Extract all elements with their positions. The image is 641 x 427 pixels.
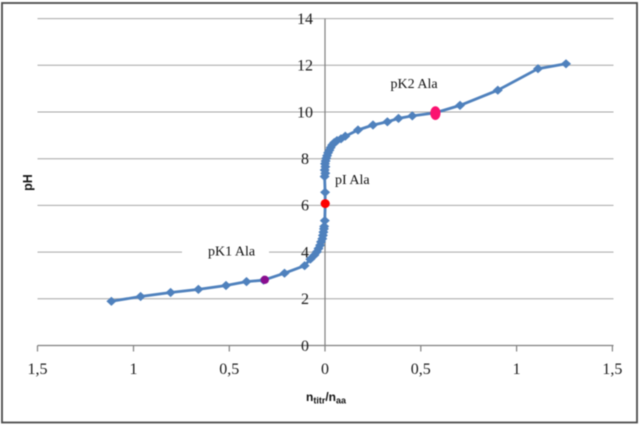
svg-text:0: 0 [301,338,309,355]
svg-text:6: 6 [301,198,309,215]
svg-text:8: 8 [301,151,309,168]
svg-text:1,5: 1,5 [602,361,622,378]
svg-text:1: 1 [513,361,521,378]
svg-text:0,5: 0,5 [219,361,239,378]
svg-text:pK1 Ala: pK1 Ala [208,245,256,260]
svg-text:0,5: 0,5 [411,361,431,378]
svg-text:14: 14 [297,11,313,28]
svg-text:pI Ala: pI Ala [335,173,370,188]
svg-text:pH: pH [21,174,35,191]
svg-text:0: 0 [321,361,329,378]
svg-text:10: 10 [297,104,313,121]
svg-text:2: 2 [301,291,309,308]
svg-text:1: 1 [130,361,138,378]
svg-text:1,5: 1,5 [28,361,48,378]
svg-text:12: 12 [297,58,313,75]
svg-text:4: 4 [301,244,309,261]
svg-text:pK2 Ala: pK2 Ala [391,77,439,92]
